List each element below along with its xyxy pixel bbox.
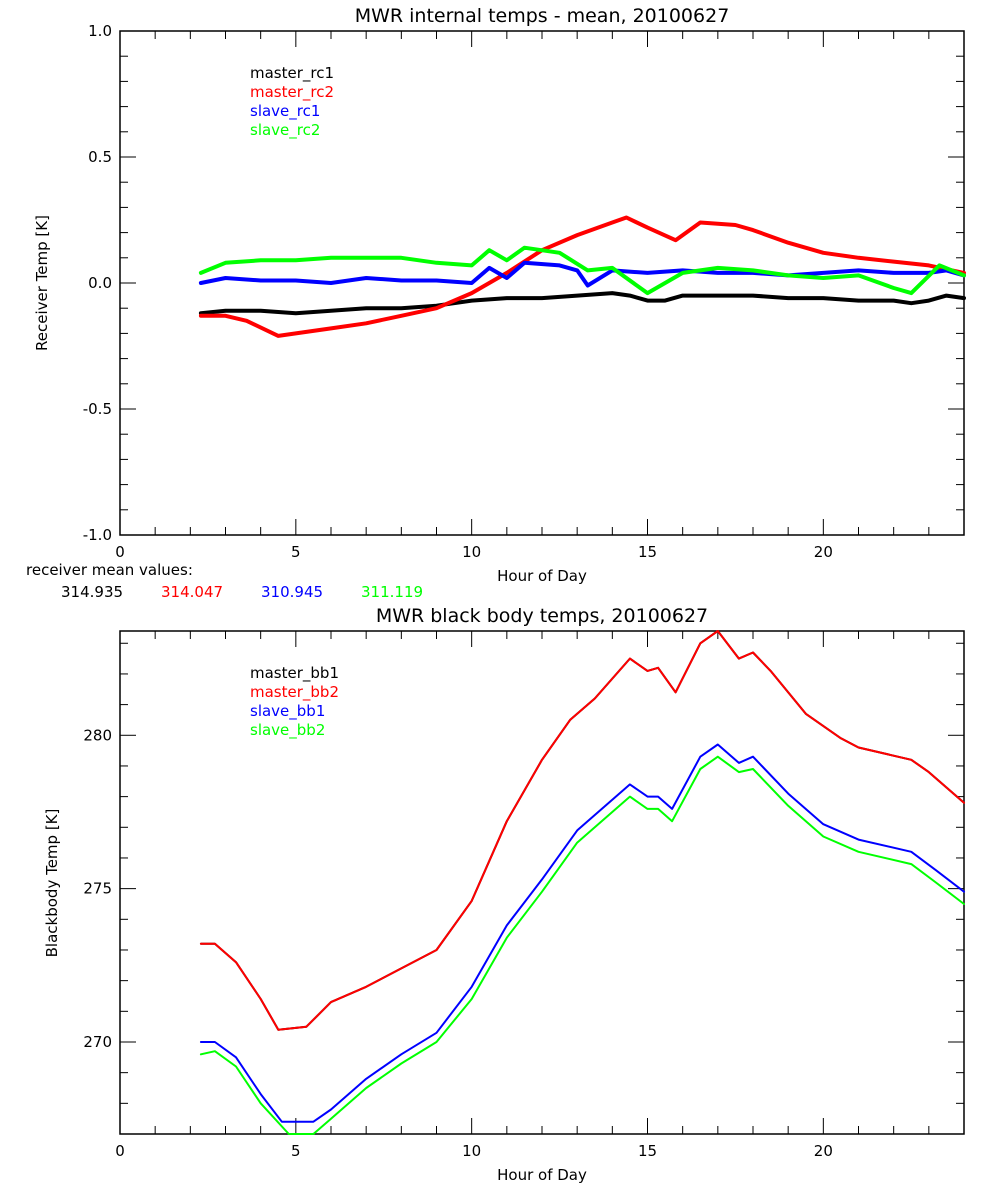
x-tick-label: 10 (462, 543, 481, 561)
receiver-mean-values: receiver mean values: 314.935 314.047 31… (26, 561, 423, 601)
series-line-slave-bb2 (199, 755, 965, 1135)
x-tick-label: 0 (115, 1142, 125, 1160)
legend-item: slave_rc2 (250, 121, 320, 140)
x-axis-label: Hour of Day (497, 1166, 587, 1184)
x-tick-label: 15 (638, 543, 657, 561)
legend-item: slave_bb1 (250, 702, 325, 721)
x-tick-label: 10 (462, 1142, 481, 1160)
y-tick-label: 0.0 (88, 274, 112, 292)
y-axis-label: Receiver Temp [K] (33, 215, 51, 351)
series-line-slave-rc1 (198, 260, 966, 288)
axes: 0 5 10 15 20 270 275 280 (83, 630, 965, 1160)
x-tick-label: 5 (291, 543, 301, 561)
legend-item: master_bb2 (250, 683, 339, 702)
receiver-mean-value: 310.945 (261, 583, 323, 601)
series-line-slave-bb1 (199, 743, 965, 1123)
x-tick-label: 20 (814, 1142, 833, 1160)
receiver-mean-value: 311.119 (361, 583, 423, 601)
x-tick-label: 0 (115, 543, 125, 561)
series-line-master-rc2 (198, 215, 966, 338)
y-tick-label: 280 (83, 726, 112, 744)
y-tick-label: 0.5 (88, 148, 112, 166)
legend-item: master_rc1 (250, 64, 334, 83)
legend-item: slave_bb2 (250, 721, 325, 740)
legend-item: slave_rc1 (250, 102, 320, 121)
receiver-temp-chart: MWR internal temps - mean, 20100627 0 5 10… (33, 5, 966, 585)
series-line-slave-rc2 (198, 245, 966, 296)
chart-title: MWR black body temps, 20100627 (376, 605, 708, 627)
series-group (199, 630, 965, 1135)
y-axis-label: Blackbody Temp [K] (43, 809, 61, 958)
chart-title: MWR internal temps - mean, 20100627 (355, 5, 730, 27)
receiver-mean-value: 314.047 (161, 583, 223, 601)
receiver-mean-label: receiver mean values: (26, 561, 193, 579)
legend-item: master_bb1 (250, 664, 339, 683)
receiver-mean-value: 314.935 (61, 583, 123, 601)
series-group (198, 215, 966, 338)
x-axis-label: Hour of Day (497, 567, 587, 585)
y-tick-label: -1.0 (83, 526, 112, 544)
x-tick-label: 15 (638, 1142, 657, 1160)
plot-frame (119, 30, 965, 536)
x-tick-label: 5 (291, 1142, 301, 1160)
y-tick-label: 275 (83, 880, 112, 898)
y-tick-label: 270 (83, 1033, 112, 1051)
plot-frame (119, 630, 965, 1135)
x-tick-label: 20 (814, 543, 833, 561)
axes: 0 5 10 15 20 -1.0 -0.5 0.0 0.5 1.0 (83, 22, 965, 561)
y-tick-label: 1.0 (88, 22, 112, 40)
y-tick-label: -0.5 (83, 400, 112, 418)
legend-item: master_rc2 (250, 83, 334, 102)
series-line-master-bb2 (199, 630, 965, 1031)
series-line-master-rc1 (198, 291, 966, 316)
blackbody-temp-chart: MWR black body temps, 20100627 0 5 10 15 20 2… (43, 605, 965, 1184)
